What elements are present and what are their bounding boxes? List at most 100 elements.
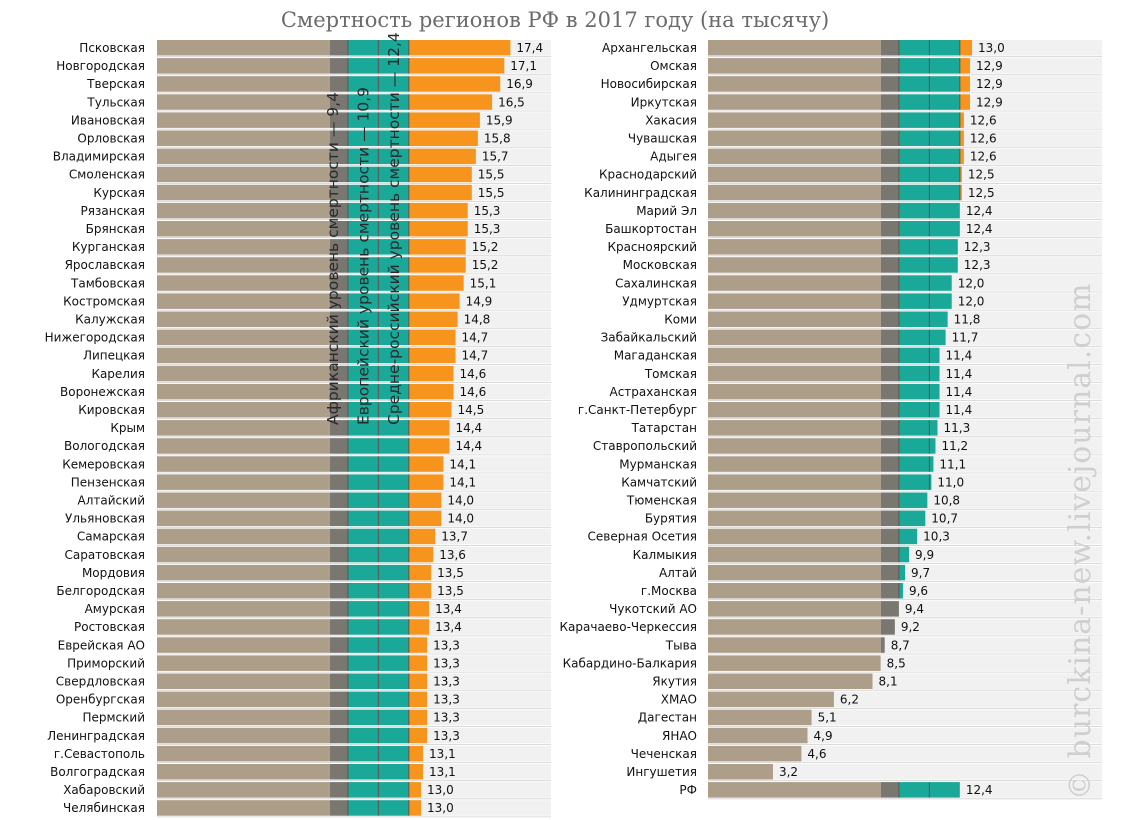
- bar-band-orange: [408, 40, 511, 56]
- bar-row: ЯНАО 4,9: [662, 727, 1102, 745]
- bar-band-grey: [880, 637, 885, 653]
- bar-row: Коми 11,8: [664, 311, 1102, 329]
- bar-row: Приморский 13,3: [67, 655, 551, 673]
- value-label: 12,6: [970, 132, 997, 146]
- bar-band-grey: [329, 166, 348, 183]
- value-label: 12,3: [964, 240, 991, 254]
- bar: [157, 257, 330, 273]
- bar-row: Псковская 17,4: [79, 40, 551, 58]
- value-label: 17,1: [510, 59, 537, 73]
- bar-band-grey: [880, 601, 899, 617]
- bar-row: Оренбургская 13,3: [56, 691, 551, 709]
- bar: [157, 691, 330, 708]
- bar-band-orange: [408, 655, 428, 671]
- bar: [708, 456, 881, 472]
- bar-row: Амурская 13,4: [85, 601, 551, 619]
- value-label: 15,5: [478, 168, 505, 182]
- category-label: г.Москва: [641, 584, 697, 598]
- bar-row: Ульяновская 14,0: [65, 510, 551, 528]
- category-label: Псковская: [79, 41, 145, 55]
- value-label: 12,3: [964, 258, 991, 272]
- bar: [157, 492, 330, 508]
- bar-band-grey: [880, 130, 899, 146]
- category-label: Томская: [644, 367, 697, 381]
- bar-band-grey: [329, 76, 348, 92]
- category-label: Свердловская: [56, 675, 145, 689]
- bar-row: Кировская 14,5: [78, 402, 551, 420]
- bar-band-grey: [880, 166, 899, 183]
- bar-band-grey: [329, 474, 348, 490]
- bar-band-green: [898, 311, 948, 327]
- value-label: 15,7: [482, 150, 509, 164]
- bar-band-grey: [329, 40, 348, 56]
- category-label: Ингушетия: [626, 765, 697, 779]
- reference-line-label: Африканский уровень смертности — 9,4: [324, 92, 342, 425]
- value-label: 12,9: [976, 77, 1003, 91]
- category-label: г.Севастополь: [54, 747, 145, 761]
- bar-band-orange: [408, 148, 476, 165]
- bar-band-grey: [880, 546, 899, 563]
- bar-band-grey: [880, 221, 899, 237]
- bar-band-grey: [880, 438, 899, 454]
- bar-band-grey: [880, 329, 899, 346]
- chart-title: Смертность регионов РФ в 2017 году (на т…: [281, 8, 829, 32]
- value-label: 14,4: [455, 421, 482, 435]
- bar: [157, 293, 330, 309]
- bar-row: Челябинская 13,0: [63, 800, 551, 818]
- bar-row: Чувашская 12,6: [628, 130, 1102, 148]
- bar-band-grey: [880, 420, 899, 436]
- category-label: Северная Осетия: [588, 530, 698, 544]
- bar-row: Астраханская 11,4: [610, 383, 1102, 402]
- bar: [157, 655, 330, 671]
- value-label: 6,2: [840, 693, 859, 707]
- bar: [157, 619, 330, 635]
- bar-row: Ростовская 13,4: [74, 619, 551, 637]
- bar-band-green: [898, 528, 918, 545]
- category-label: Карелия: [91, 367, 145, 381]
- bar-row: Брянская 15,3: [86, 221, 551, 239]
- bar-row: Калужская 14,8: [75, 311, 551, 329]
- value-label: 13,7: [441, 530, 468, 544]
- category-label: Пермский: [82, 711, 145, 725]
- bar: [157, 184, 330, 201]
- category-label: Хабаровский: [63, 783, 145, 797]
- bar-band-orange: [959, 130, 964, 146]
- bar-band-orange: [408, 184, 472, 201]
- category-label: Калининградская: [584, 186, 697, 200]
- bar-row: Костромская 14,9: [63, 293, 551, 311]
- value-label: 13,1: [429, 765, 456, 779]
- bar-band-grey: [329, 112, 348, 128]
- bar-track: [708, 745, 1102, 762]
- category-label: Иркутская: [631, 95, 697, 109]
- value-label: 3,2: [779, 765, 798, 779]
- bar: [708, 655, 881, 671]
- bar-band-orange: [959, 148, 964, 165]
- bar: [157, 365, 330, 382]
- bar-band-grey: [329, 510, 348, 527]
- bar-row: Алтай 9,7: [659, 564, 1102, 582]
- bar-row: Саратовская 13,6: [64, 546, 551, 564]
- bar: [708, 94, 881, 110]
- bar-band-grey: [329, 311, 348, 327]
- bar: [708, 257, 881, 273]
- value-label: 11,3: [943, 421, 970, 435]
- bar-row: Карелия 14,6: [91, 365, 551, 383]
- bar: [708, 329, 881, 346]
- category-label: ХМАО: [661, 693, 697, 707]
- category-label: Марий Эл: [636, 204, 697, 218]
- value-label: 16,5: [498, 95, 525, 109]
- category-label: Хакасия: [645, 113, 697, 127]
- value-label: 4,6: [807, 747, 826, 761]
- category-label: Новосибирская: [601, 77, 697, 91]
- value-label: 11,4: [946, 367, 973, 381]
- bar-band-grey: [329, 257, 348, 273]
- bar-band-grey: [880, 148, 899, 165]
- bar-row: Магаданская 11,4: [614, 347, 1102, 365]
- bar-band-grey: [329, 583, 348, 599]
- category-label: Саратовская: [64, 548, 145, 562]
- bar-band-grey: [880, 365, 899, 382]
- value-label: 13,1: [429, 747, 456, 761]
- bar-band-green: [898, 492, 928, 508]
- bar-band-orange: [408, 583, 432, 599]
- bar-band-grey: [880, 40, 899, 56]
